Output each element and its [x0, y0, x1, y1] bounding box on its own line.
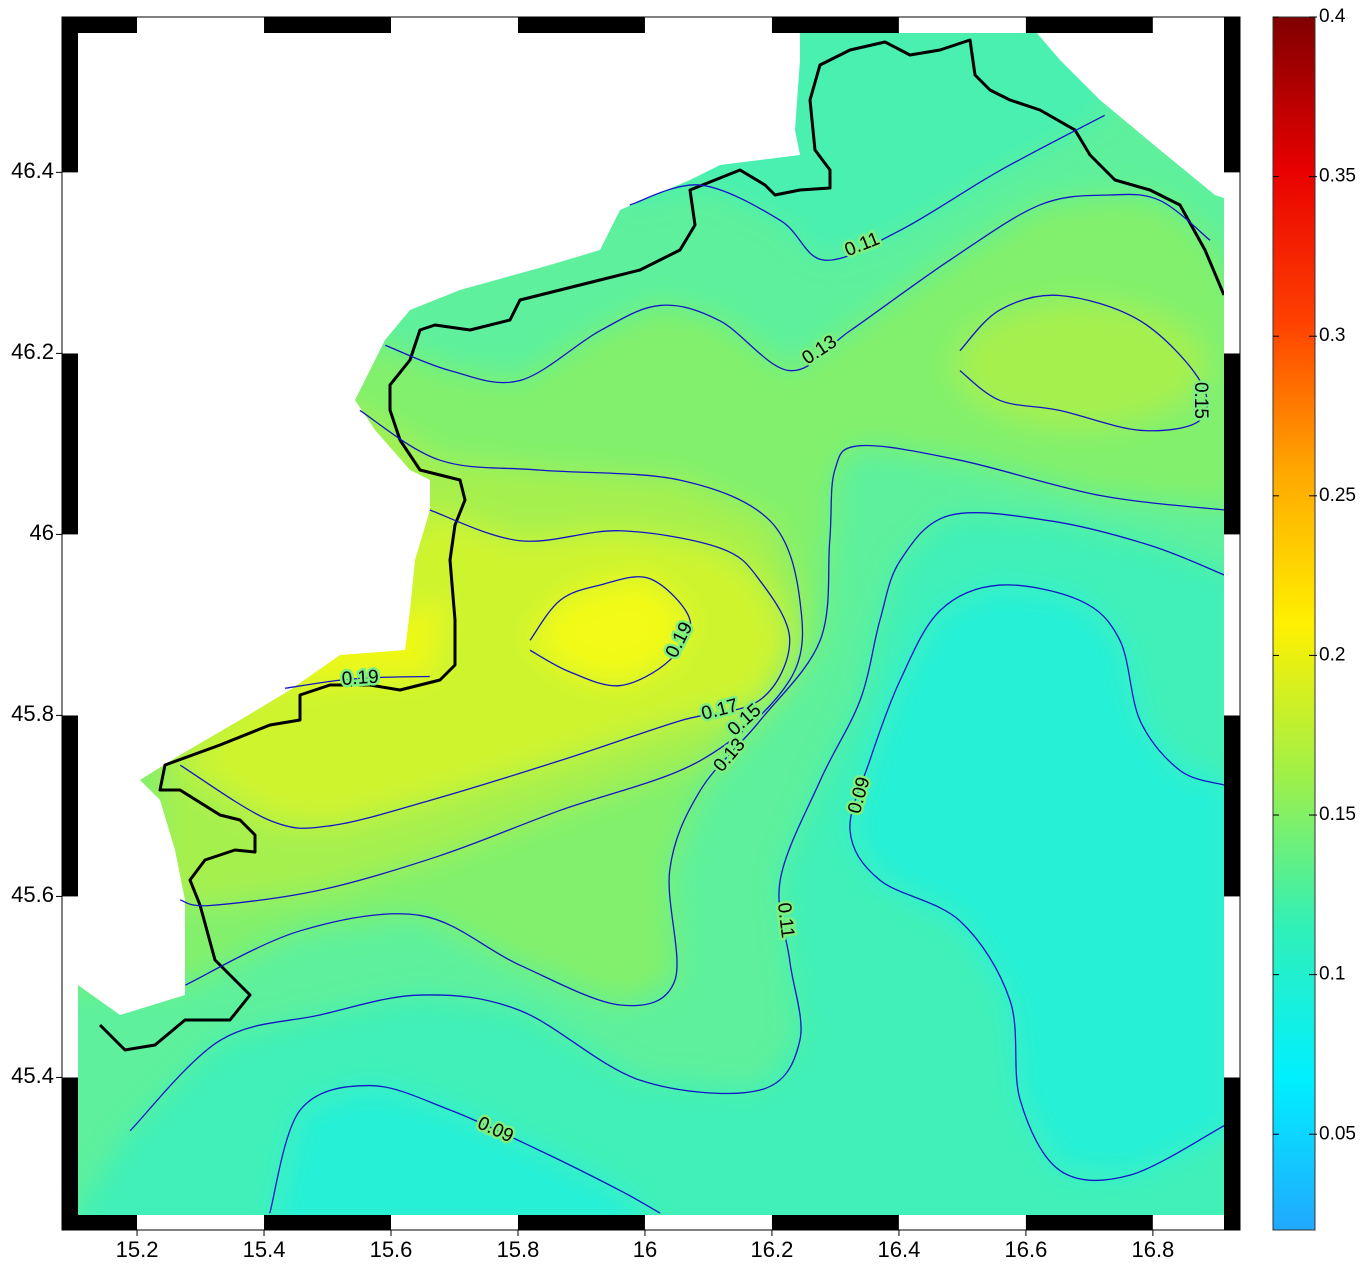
frame-strip	[898, 17, 1026, 33]
frame-strip	[1224, 172, 1240, 354]
y-tick-label: 46.4	[11, 158, 54, 183]
frame-strip	[264, 1215, 392, 1230]
contour-label: 0.15	[1190, 382, 1211, 419]
contour-line	[179, 509, 791, 829]
frame-strip	[137, 1215, 265, 1230]
frame-strip	[1152, 1215, 1240, 1230]
frame-strip	[1224, 1077, 1240, 1230]
frame-strip	[644, 1215, 772, 1230]
frame-strip	[644, 17, 772, 33]
x-tick-label: 15.2	[116, 1237, 159, 1262]
frame-strip	[62, 1077, 78, 1230]
colorbar	[1272, 16, 1316, 1231]
no-data-region	[78, 33, 800, 1015]
colorbar-tick-label: 0.35	[1319, 166, 1356, 187]
frame-strip	[62, 896, 78, 1078]
x-tick-label: 16	[633, 1237, 657, 1262]
frame-strip	[1224, 534, 1240, 716]
x-tick-label: 16.2	[751, 1237, 794, 1262]
x-tick-label: 15.8	[497, 1237, 540, 1262]
frame-strip	[1224, 896, 1240, 1078]
frame-strip	[898, 1215, 1026, 1230]
x-tick-label: 15.4	[243, 1237, 286, 1262]
no-data-region	[1036, 33, 1224, 198]
x-tick-label: 16.6	[1004, 1237, 1047, 1262]
y-tick-label: 45.4	[11, 1063, 54, 1088]
frame-strips	[61, 16, 1241, 1231]
frame-strip	[264, 17, 392, 33]
frame-strip	[62, 1215, 138, 1230]
colorbar-tick-label: 0.2	[1319, 644, 1345, 665]
frame-strip	[771, 1215, 899, 1230]
frame-strip	[1025, 1215, 1153, 1230]
contour-line	[284, 675, 430, 689]
frame-strip	[1025, 17, 1153, 33]
colorbar-tick-label: 0.1	[1319, 964, 1345, 985]
colorbar-tick-label: 0.15	[1319, 804, 1356, 825]
frame-strip	[517, 17, 645, 33]
colorbar-tick-label: 0.4	[1319, 6, 1346, 27]
frame-strip	[771, 17, 899, 33]
contour-line	[959, 294, 1208, 432]
field: 0.190.190.170.150.150.130.130.110.110.09…	[78, 33, 1224, 1215]
contour-label: 0.11	[773, 901, 798, 939]
contour-line	[629, 114, 1105, 261]
frame-strip	[1224, 353, 1240, 535]
colorbar-tick-label: 0.25	[1319, 485, 1356, 506]
frame-strip	[62, 534, 78, 716]
frame-strip	[62, 17, 78, 173]
contour-line	[129, 512, 1224, 1132]
frame-strip	[1224, 17, 1240, 173]
contour-line	[180, 409, 804, 907]
contour-line	[269, 1084, 661, 1214]
frame-strip	[391, 1215, 518, 1230]
frame-strip	[62, 353, 78, 535]
y-tick-label: 45.8	[11, 701, 54, 726]
frame-strip	[137, 17, 265, 33]
y-tick-label: 46	[30, 520, 54, 545]
contour-line	[529, 576, 692, 687]
x-tick-label: 15.6	[370, 1237, 413, 1262]
frame-outline	[61, 16, 1241, 1231]
x-tick-label: 16.8	[1131, 1237, 1174, 1262]
frame-strip	[517, 1215, 645, 1230]
contour-label: 0.19	[341, 667, 379, 690]
contour-line	[185, 444, 1224, 1007]
frame-strip	[1152, 17, 1240, 33]
frame-strip	[62, 172, 78, 354]
contour-line	[849, 584, 1224, 1182]
border-line	[98, 38, 1224, 1052]
frame-strip	[62, 715, 78, 897]
x-tick-label: 16.4	[878, 1237, 921, 1262]
frame-strip	[1224, 715, 1240, 897]
colorbar-tick-label: 0.05	[1319, 1123, 1356, 1144]
contour-line	[385, 193, 1211, 384]
frame-strip	[62, 17, 138, 33]
y-tick-label: 45.6	[11, 882, 54, 907]
colorbar-tick-label: 0.3	[1319, 325, 1345, 346]
frame-strip	[391, 17, 518, 33]
y-tick-label: 46.2	[11, 339, 54, 364]
